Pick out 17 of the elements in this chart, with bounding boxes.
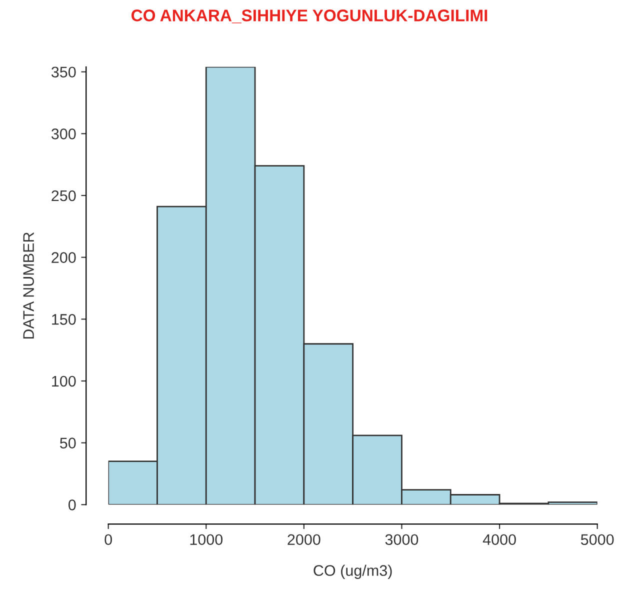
y-tick-label: 250 [52,190,76,202]
x-tick-label: 0 [104,534,112,546]
x-tick-label: 4000 [482,534,516,546]
y-tick-label: 300 [51,128,76,140]
y-axis-title: DATA NUMBER [23,232,34,339]
y-tick-label: 50 [60,438,76,448]
x-tick-label: 2000 [288,534,320,546]
x-tick-label: 5000 [580,534,614,546]
x-tick-label: 1000 [190,534,223,546]
x-tick-label: 3000 [385,534,418,546]
y-tick-label: 0 [68,500,76,510]
x-axis-title: CO (ug/m3) [314,564,392,579]
y-tick-label: 150 [52,314,76,325]
y-tick-label: 200 [52,252,76,264]
y-tick-label: 350 [51,66,76,78]
y-tick-label: 100 [52,376,76,387]
chart-title: CO ANKARA_SIHHIYE YOGUNLUK-DAGILIMI [131,10,488,24]
